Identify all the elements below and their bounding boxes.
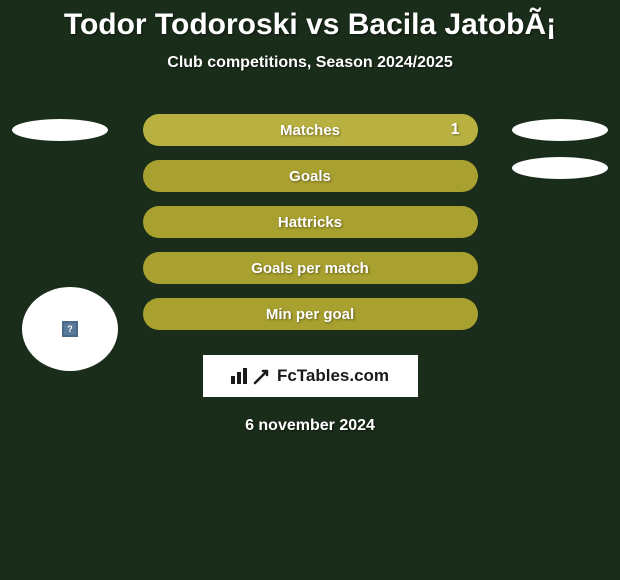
pill-right-goals bbox=[512, 157, 608, 179]
attribution-text: FcTables.com bbox=[277, 366, 389, 386]
stat-label-gpm: Goals per match bbox=[251, 260, 369, 277]
stat-label-mpg: Min per goal bbox=[266, 306, 354, 323]
stat-label-matches: Matches bbox=[280, 122, 340, 139]
pill-right-matches bbox=[512, 119, 608, 141]
stat-row-matches: Matches 1 bbox=[0, 107, 620, 153]
stat-value-matches-right: 1 bbox=[451, 121, 460, 139]
stat-row-goals: Goals bbox=[0, 153, 620, 199]
season-subtitle: Club competitions, Season 2024/2025 bbox=[167, 54, 452, 72]
stat-label-hattricks: Hattricks bbox=[278, 214, 342, 231]
stat-bar-gpm: Goals per match bbox=[143, 252, 478, 284]
attribution-logo: FcTables.com bbox=[231, 366, 389, 386]
stat-bar-hattricks: Hattricks bbox=[143, 206, 478, 238]
stat-bar-mpg: Min per goal bbox=[143, 298, 478, 330]
stats-area: Matches 1 Goals Hattricks Goals per matc… bbox=[0, 107, 620, 337]
attribution-banner: FcTables.com bbox=[203, 355, 418, 397]
stat-label-goals: Goals bbox=[289, 168, 331, 185]
date-label: 6 november 2024 bbox=[245, 417, 375, 435]
stat-bar-matches: Matches 1 bbox=[143, 114, 478, 146]
stat-bar-goals: Goals bbox=[143, 160, 478, 192]
player-placeholder-icon: ? bbox=[62, 321, 78, 337]
placeholder-icon-glyph: ? bbox=[67, 324, 73, 334]
chart-icon bbox=[231, 368, 247, 384]
stat-row-gpm: Goals per match bbox=[0, 245, 620, 291]
pill-left-matches bbox=[12, 119, 108, 141]
comparison-title: Todor Todoroski vs Bacila JatobÃ¡ bbox=[64, 8, 556, 42]
arrow-icon bbox=[253, 367, 271, 385]
player-avatar-left: ? bbox=[22, 287, 118, 371]
stat-row-hattricks: Hattricks bbox=[0, 199, 620, 245]
